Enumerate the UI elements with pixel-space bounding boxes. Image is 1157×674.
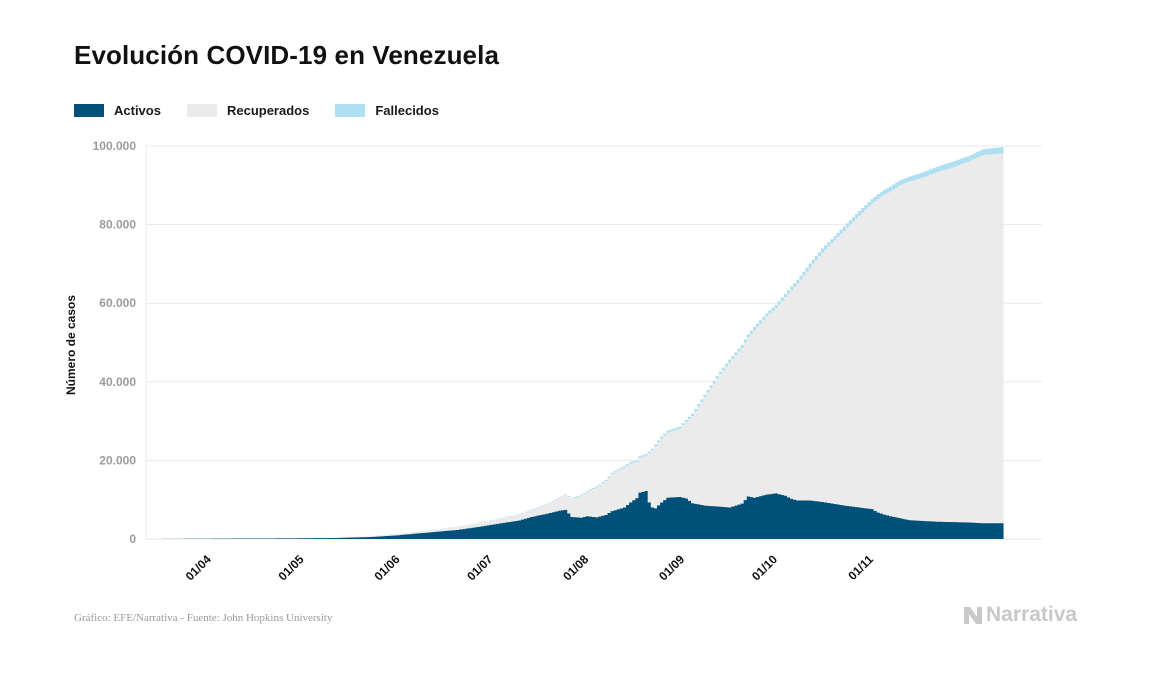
brand-logo: Narrativa — [963, 603, 1077, 627]
y-tick-label: 100.000 — [93, 139, 137, 153]
legend-swatch-activos — [74, 104, 104, 117]
y-tick-label: 40.000 — [99, 375, 136, 389]
legend-item-activos: Activos — [74, 103, 161, 118]
x-tick-label: 01/09 — [656, 552, 687, 583]
legend-label-fallecidos: Fallecidos — [375, 103, 439, 118]
chart-title: Evolución COVID-19 en Venezuela — [74, 40, 500, 70]
x-tick-label: 01/06 — [371, 552, 402, 583]
y-tick-label: 60.000 — [99, 296, 136, 310]
legend-swatch-fallecidos — [335, 104, 366, 117]
legend-item-fallecidos: Fallecidos — [335, 103, 439, 118]
legend-label-recuperados: Recuperados — [226, 103, 310, 118]
x-tick-label: 01/04 — [183, 552, 214, 583]
x-tick-label: 01/07 — [464, 552, 495, 583]
area-layers — [146, 147, 1004, 539]
legend-item-recuperados: Recuperados — [186, 103, 310, 118]
x-tick-label: 01/10 — [749, 552, 780, 583]
narrativa-logo-icon — [964, 607, 982, 624]
brand-name: Narrativa — [986, 603, 1078, 626]
legend: Activos Recuperados Fallecidos — [74, 103, 465, 118]
source-note: Gráfico: EFE/Narrativa - Fuente: John Ho… — [74, 612, 333, 624]
y-axis-label: Número de casos — [64, 295, 78, 395]
area-recuperados — [146, 153, 1004, 539]
legend-swatch-recuperados — [186, 104, 217, 117]
x-tick-label: 01/08 — [560, 552, 591, 583]
x-axis-ticks: 01/04 01/05 01/06 01/07 01/08 01/09 01/10 01/11 — [183, 552, 877, 583]
x-tick-label: 01/05 — [276, 552, 307, 583]
y-tick-label: 20.000 — [99, 453, 136, 467]
area-activos — [146, 491, 1004, 539]
y-tick-label: 80.000 — [99, 218, 136, 232]
legend-label-activos: Activos — [114, 103, 161, 118]
y-axis-ticks: 0 20.000 40.000 60.000 80.000 100.000 — [93, 139, 137, 546]
x-tick-label: 01/11 — [845, 552, 876, 583]
y-tick-label: 0 — [129, 532, 136, 546]
